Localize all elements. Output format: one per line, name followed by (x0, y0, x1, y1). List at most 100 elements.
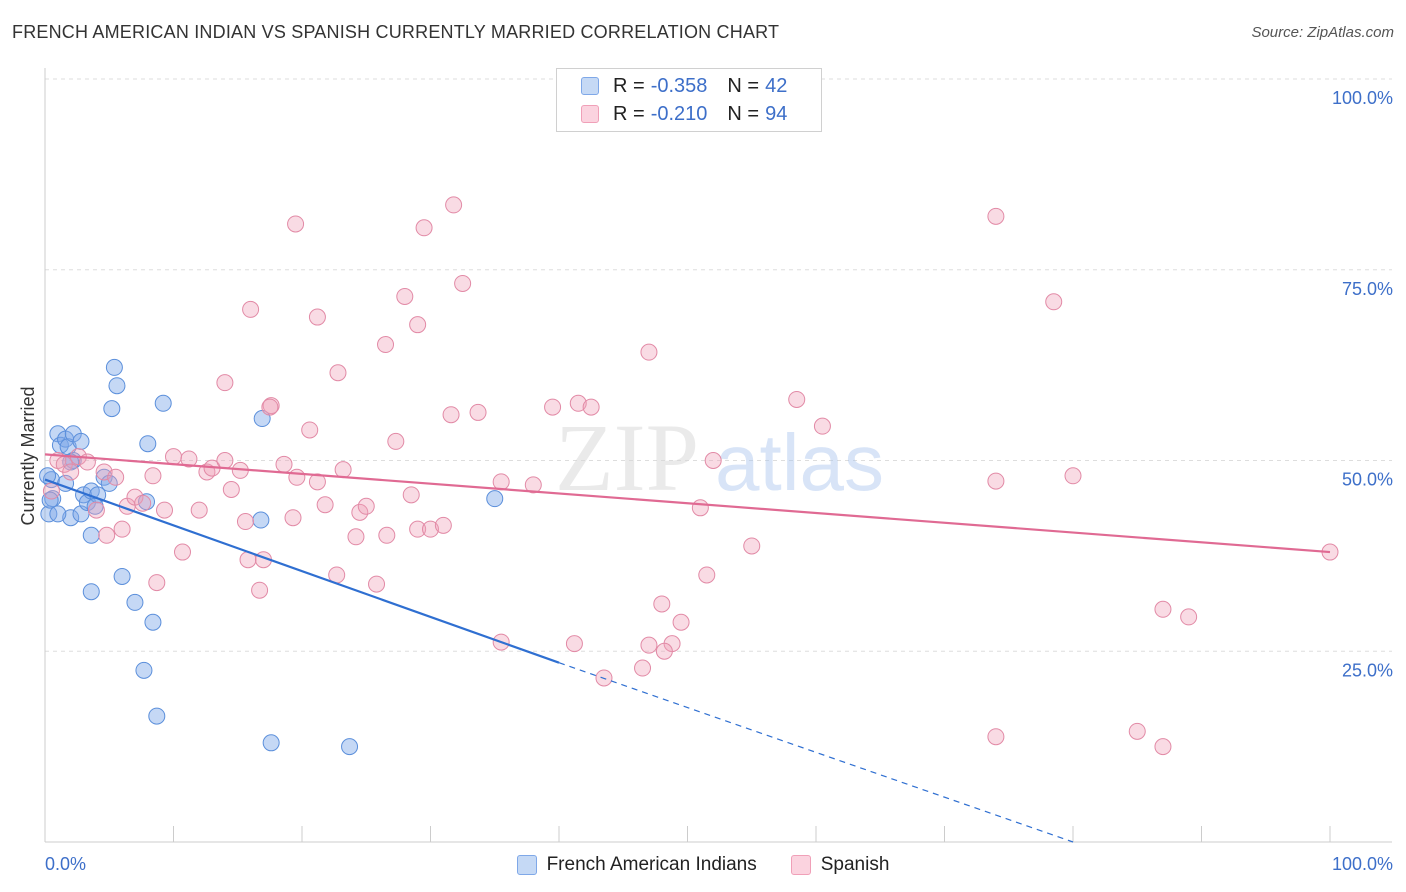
point-spanish (190, 501, 208, 519)
point-spanish (698, 566, 716, 584)
point-french-american-indians (49, 505, 67, 523)
point-spanish (98, 526, 116, 544)
point-spanish (261, 398, 279, 416)
point-spanish (113, 520, 131, 538)
x-tick-label: 100.0% (1332, 854, 1393, 874)
point-spanish (301, 421, 319, 439)
point-spanish (42, 482, 60, 500)
point-spanish (422, 520, 439, 538)
point-spanish (409, 316, 427, 334)
point-spanish (409, 520, 427, 538)
legend-n-value: 94 (765, 102, 788, 125)
point-french-american-indians (262, 734, 280, 752)
legend-swatch-blue (581, 77, 599, 95)
point-french-american-indians (103, 400, 121, 418)
y-tick-label: 100.0% (1332, 88, 1393, 108)
point-spanish (351, 503, 369, 521)
point-spanish (1045, 293, 1063, 311)
source-label[interactable]: Source: ZipAtlas.com (1251, 24, 1394, 41)
point-spanish (492, 473, 510, 491)
point-spanish (368, 575, 386, 593)
trend-line-spanish (44, 453, 1331, 554)
point-french-american-indians (41, 491, 59, 509)
point-spanish (565, 635, 583, 653)
point-spanish (987, 207, 1005, 225)
legend-item-french-american-indians[interactable]: French American Indians (516, 854, 757, 876)
point-spanish (216, 452, 234, 469)
point-spanish (387, 432, 405, 450)
trend-line-french-american-indians (44, 478, 560, 664)
point-spanish (329, 364, 347, 382)
point-spanish (334, 461, 352, 479)
point-spanish (1180, 608, 1198, 626)
y-tick-label: 50.0% (1342, 470, 1393, 490)
point-spanish (415, 219, 433, 237)
y-tick-label: 75.0% (1342, 279, 1393, 299)
point-spanish (173, 543, 191, 561)
point-french-american-indians (148, 707, 166, 725)
point-spanish (62, 463, 80, 481)
point-spanish (377, 336, 395, 354)
legend-n-value: 42 (765, 74, 788, 97)
point-spanish (544, 398, 562, 416)
legend-label: French American Indians (546, 854, 757, 875)
point-spanish (1154, 738, 1172, 756)
point-spanish (251, 581, 269, 599)
point-french-american-indians (108, 377, 126, 395)
tick-labels: 100.0% 75.0% 50.0% 25.0% 0.0% 100.0% (45, 88, 1393, 874)
point-french-american-indians (486, 490, 504, 508)
point-spanish (454, 274, 472, 292)
series-legend: French American Indians Spanish (0, 851, 1406, 879)
point-french-american-indians (126, 593, 144, 611)
point-spanish (442, 406, 460, 424)
legend-item-spanish[interactable]: Spanish (790, 854, 889, 876)
point-spanish (347, 528, 365, 546)
point-french-american-indians (62, 509, 80, 527)
point-spanish (287, 215, 305, 233)
point-spanish (236, 513, 254, 531)
legend-r-value: -0.210 (650, 102, 708, 125)
point-french-american-indians (252, 511, 270, 529)
legend-r-label: R = (613, 74, 645, 97)
legend-r-value: -0.358 (650, 74, 708, 97)
point-spanish (653, 595, 671, 613)
point-spanish (582, 398, 600, 416)
point-spanish (165, 448, 182, 466)
point-spanish (672, 613, 690, 631)
point-spanish (788, 390, 806, 408)
point-spanish (242, 300, 260, 318)
point-spanish (569, 394, 587, 412)
point-spanish (288, 468, 306, 486)
stats-legend: R = -0.358 N = 42 R = -0.210 N = 94 (556, 68, 822, 132)
watermark: ZIP atlas (555, 404, 884, 511)
trend-lines (44, 453, 1331, 843)
point-spanish (87, 501, 105, 519)
point-spanish (308, 308, 326, 326)
point-spanish (357, 497, 375, 515)
y-axis-label: Currently Married (18, 386, 38, 525)
legend-row-spanish: R = -0.210 N = 94 (581, 101, 807, 127)
point-spanish (134, 494, 152, 512)
legend-swatch-pink (581, 105, 599, 123)
point-spanish (148, 574, 166, 592)
point-spanish (987, 728, 1005, 746)
point-french-american-indians (144, 613, 162, 631)
point-french-american-indians (154, 394, 172, 412)
point-french-american-indians (105, 358, 123, 376)
legend-row-french-american-indians: R = -0.358 N = 42 (581, 73, 807, 99)
watermark-zip: ZIP (555, 404, 699, 511)
legend-n-label: N = (727, 74, 760, 97)
point-spanish (704, 452, 722, 469)
point-spanish (445, 196, 463, 214)
trend-line-extension (558, 662, 1074, 843)
point-spanish (396, 287, 414, 305)
point-spanish (524, 476, 542, 494)
watermark-atlas: atlas (715, 418, 884, 507)
point-spanish (107, 468, 125, 486)
point-french-american-indians (135, 661, 153, 679)
point-spanish (180, 450, 198, 468)
point-spanish (743, 537, 761, 555)
point-french-american-indians (341, 738, 359, 756)
point-spanish (222, 480, 240, 498)
